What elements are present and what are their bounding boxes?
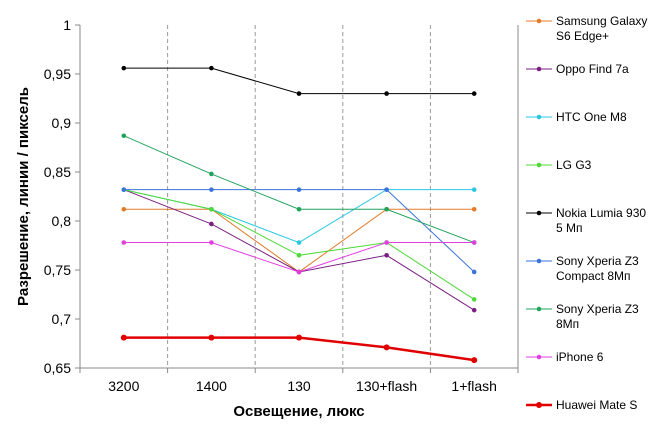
- legend-item: Huawei Mate S: [526, 398, 637, 412]
- legend-marker: [536, 306, 542, 312]
- data-point: [121, 187, 127, 192]
- data-point: [296, 187, 302, 192]
- y-axis-ticks: 1 0,95 0,9 0,85 0,8 0,75 0,7 0,65: [44, 17, 80, 376]
- legend-marker: [536, 18, 542, 24]
- legend-marker: [536, 114, 542, 120]
- series-5: [121, 187, 477, 275]
- x-axis-ticks: 3200 1400 130 130+flash 1+flash: [79, 368, 519, 394]
- data-point: [208, 334, 215, 341]
- data-point: [209, 206, 214, 212]
- vertical-gridlines: [167, 25, 431, 368]
- plot-area: [79, 25, 519, 369]
- legend-item: HTC One M8: [526, 110, 627, 124]
- legend-marker: [536, 354, 542, 360]
- y-tick-label: 0,8: [52, 213, 72, 229]
- y-tick-label: 0,65: [44, 360, 71, 376]
- x-tick-label: 130: [287, 378, 311, 394]
- y-tick-label: 1: [63, 17, 71, 33]
- series-line: [123, 189, 475, 273]
- data-point: [471, 187, 477, 192]
- legend-marker: [536, 258, 542, 264]
- data-point: [383, 344, 390, 351]
- data-point: [296, 91, 302, 96]
- legend-label: Samsung Galaxy: [556, 14, 647, 28]
- legend-label: 8Мп: [556, 317, 579, 331]
- series-line: [123, 189, 475, 244]
- legend-marker: [536, 210, 542, 216]
- data-point: [384, 240, 389, 245]
- legend-label: iPhone 6: [556, 350, 604, 364]
- y-tick-label: 0,85: [44, 164, 71, 180]
- y-tick-label: 0,95: [44, 66, 71, 82]
- data-point: [384, 253, 389, 258]
- data-point: [209, 221, 214, 227]
- data-point: [121, 65, 127, 71]
- x-tick-label: 130+flash: [356, 378, 417, 394]
- series-8: [120, 334, 478, 364]
- data-point: [471, 240, 477, 245]
- legend-item: iPhone 6: [526, 350, 604, 364]
- x-axis-title: Освещение, люкс: [233, 403, 364, 420]
- legend-label: Sony Xperia Z3: [556, 254, 639, 268]
- legend-label: LG G3: [556, 158, 592, 172]
- data-point: [209, 240, 214, 245]
- data-point: [296, 269, 302, 275]
- series-4: [121, 65, 477, 96]
- legend-item: Oppo Find 7a: [526, 62, 629, 76]
- data-point: [471, 269, 477, 275]
- data-point: [121, 240, 127, 245]
- series-7: [121, 240, 477, 275]
- data-point: [296, 334, 302, 341]
- data-point: [296, 240, 302, 245]
- legend-marker: [536, 162, 542, 168]
- legend-marker: [536, 66, 542, 72]
- y-axis-title: Разрешение, линии / пиксель: [15, 87, 32, 306]
- legend-label: Huawei Mate S: [556, 398, 637, 412]
- data-point: [384, 187, 389, 192]
- data-point: [471, 91, 477, 96]
- legend-marker: [536, 402, 542, 408]
- legend-label: 5 Мп: [556, 221, 583, 235]
- data-point: [120, 334, 127, 341]
- data-point: [296, 206, 302, 212]
- data-point: [471, 206, 477, 212]
- data-point: [471, 357, 478, 364]
- series-1: [121, 187, 477, 313]
- y-tick-label: 0,7: [52, 311, 72, 327]
- data-point: [121, 133, 127, 139]
- data-point: [209, 171, 214, 177]
- series-line: [123, 67, 475, 95]
- legend-label: HTC One M8: [556, 110, 627, 124]
- x-tick-label: 1+flash: [451, 378, 497, 394]
- data-point: [384, 91, 389, 96]
- x-tick-label: 3200: [108, 378, 139, 394]
- data-point: [209, 187, 214, 192]
- data-point: [384, 206, 389, 212]
- legend-label: Nokia Lumia 930: [556, 206, 646, 220]
- y-tick-label: 0,9: [52, 115, 72, 131]
- data-point: [296, 253, 302, 258]
- legend-label: Compact 8Мп: [556, 269, 631, 283]
- y-tick-label: 0,75: [44, 262, 71, 278]
- data-point: [471, 307, 477, 313]
- legend-label: S6 Edge+: [556, 29, 609, 43]
- series-2: [121, 187, 477, 245]
- legend-label: Sony Xperia Z3: [556, 302, 639, 316]
- legend-item: LG G3: [526, 158, 592, 172]
- series-line: [123, 336, 475, 362]
- series-lines: [120, 65, 478, 364]
- x-tick-label: 1400: [196, 378, 227, 394]
- data-point: [121, 206, 127, 212]
- legend-label: Oppo Find 7a: [556, 62, 629, 76]
- data-point: [471, 297, 477, 302]
- data-point: [209, 65, 214, 71]
